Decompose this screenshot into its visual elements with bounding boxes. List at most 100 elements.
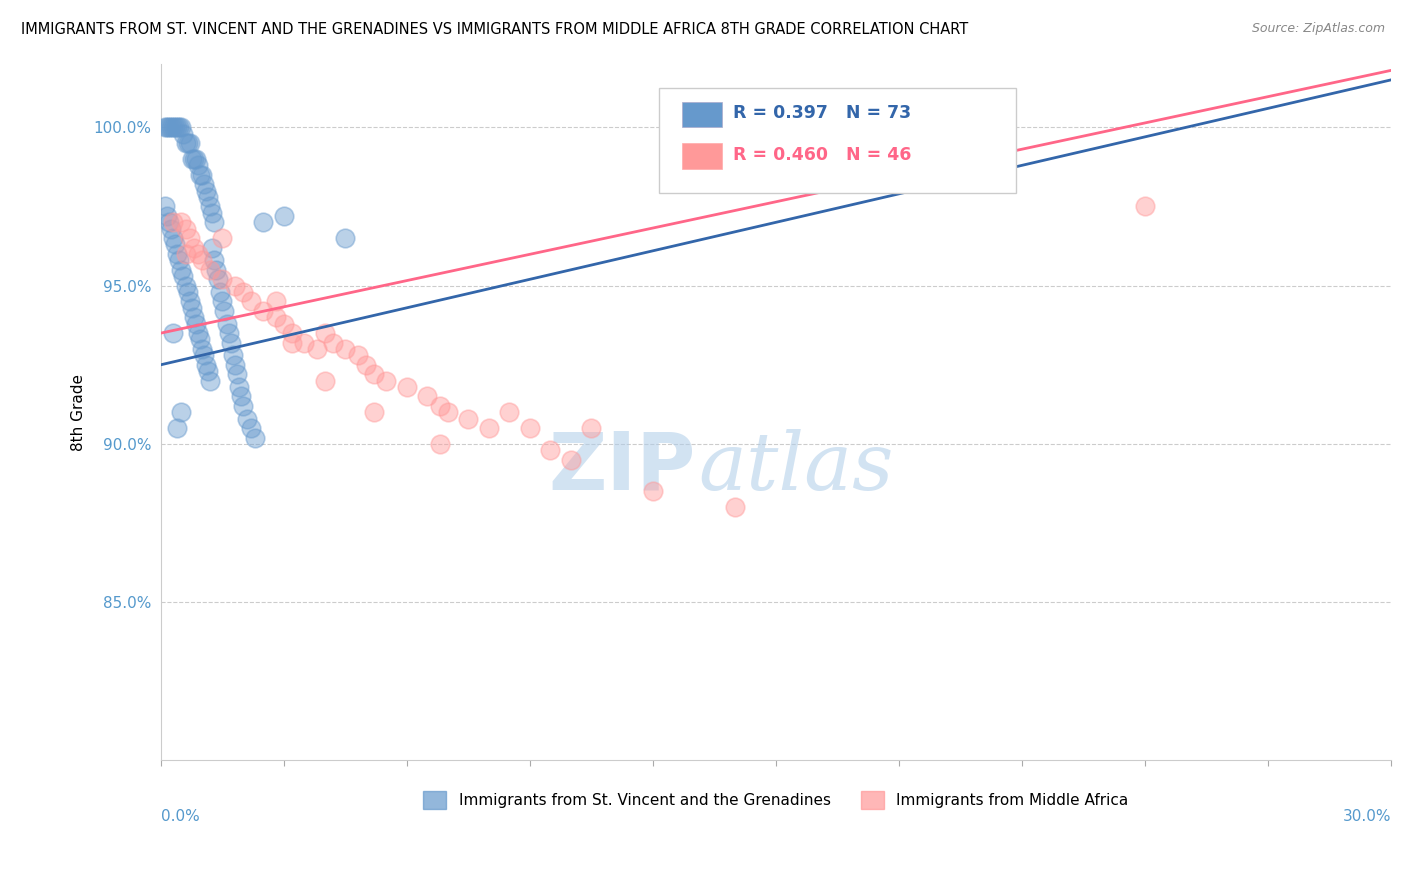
Point	[346, 348, 368, 362]
Point	[281, 326, 304, 340]
Point	[229, 389, 252, 403]
Point	[187, 158, 209, 172]
Point	[191, 168, 214, 182]
Point	[170, 262, 193, 277]
Point	[193, 178, 215, 192]
Point	[176, 136, 198, 151]
Point	[157, 215, 180, 229]
Point	[224, 278, 246, 293]
Point	[176, 285, 198, 299]
Point	[273, 209, 295, 223]
Point	[201, 241, 224, 255]
Point	[214, 304, 236, 318]
Text: 0.0%: 0.0%	[160, 809, 200, 824]
Point	[180, 152, 202, 166]
FancyBboxPatch shape	[682, 102, 721, 128]
Point	[162, 326, 184, 340]
Point	[174, 136, 197, 151]
Point	[252, 215, 274, 229]
Legend: Immigrants from St. Vincent and the Grenadines, Immigrants from Middle Africa: Immigrants from St. Vincent and the Gren…	[418, 785, 1135, 815]
Point	[162, 120, 184, 135]
Point	[157, 120, 180, 135]
FancyBboxPatch shape	[682, 144, 721, 169]
Point	[187, 247, 209, 261]
Point	[375, 374, 398, 388]
Point	[174, 221, 197, 235]
Point	[232, 399, 254, 413]
Point	[198, 199, 221, 213]
Point	[224, 358, 246, 372]
Point	[174, 278, 197, 293]
Point	[363, 405, 385, 419]
Text: 30.0%: 30.0%	[1343, 809, 1391, 824]
Text: R = 0.460   N = 46: R = 0.460 N = 46	[733, 145, 911, 163]
Point	[169, 253, 191, 268]
Point	[207, 272, 229, 286]
Point	[184, 317, 207, 331]
Point	[322, 335, 344, 350]
Text: ZIP: ZIP	[548, 429, 696, 507]
Point	[183, 310, 205, 325]
Point	[211, 272, 233, 286]
Point	[245, 431, 267, 445]
Point	[193, 348, 215, 362]
Y-axis label: 8th Grade: 8th Grade	[72, 374, 86, 450]
Point	[153, 199, 176, 213]
Point	[305, 342, 328, 356]
Point	[191, 253, 214, 268]
Point	[197, 190, 219, 204]
Point	[166, 120, 188, 135]
Point	[180, 301, 202, 315]
Point	[264, 310, 287, 325]
Point	[172, 269, 194, 284]
Point	[202, 215, 225, 229]
Point	[478, 421, 501, 435]
Point	[416, 389, 439, 403]
Point	[202, 253, 225, 268]
Point	[195, 358, 218, 372]
Point	[191, 342, 214, 356]
Point	[166, 247, 188, 261]
Point	[560, 452, 582, 467]
Point	[314, 374, 336, 388]
Point	[172, 127, 194, 141]
Point	[232, 285, 254, 299]
Point	[183, 152, 205, 166]
Point	[395, 380, 418, 394]
Point	[169, 120, 191, 135]
Point	[363, 368, 385, 382]
Point	[165, 237, 187, 252]
Point	[160, 120, 183, 135]
Point	[183, 241, 205, 255]
Point	[211, 231, 233, 245]
Text: Source: ZipAtlas.com: Source: ZipAtlas.com	[1251, 22, 1385, 36]
Point	[218, 326, 240, 340]
Point	[240, 421, 263, 435]
Point	[170, 120, 193, 135]
Point	[219, 335, 242, 350]
Point	[264, 294, 287, 309]
Point	[160, 221, 183, 235]
Point	[179, 231, 201, 245]
Point	[156, 209, 179, 223]
Point	[294, 335, 316, 350]
Point	[538, 443, 561, 458]
Point	[724, 500, 747, 515]
Point	[457, 411, 479, 425]
Point	[641, 484, 664, 499]
Text: R = 0.397   N = 73: R = 0.397 N = 73	[733, 103, 911, 122]
Point	[236, 411, 259, 425]
Point	[252, 304, 274, 318]
Point	[498, 405, 520, 419]
Point	[201, 206, 224, 220]
Point	[179, 136, 201, 151]
Point	[170, 405, 193, 419]
FancyBboxPatch shape	[659, 88, 1015, 193]
Point	[429, 437, 451, 451]
Point	[314, 326, 336, 340]
Point	[211, 294, 233, 309]
Point	[187, 326, 209, 340]
Point	[198, 374, 221, 388]
Point	[228, 380, 250, 394]
Point	[162, 215, 184, 229]
